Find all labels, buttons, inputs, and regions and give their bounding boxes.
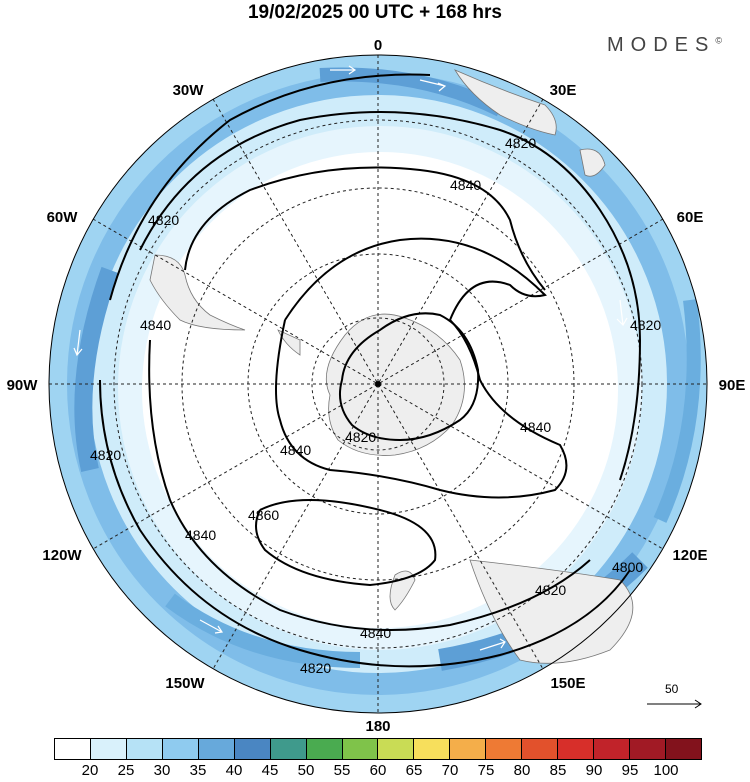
- colorbar-swatch: [414, 739, 451, 759]
- colorbar-label: 55: [333, 762, 351, 779]
- south-pole-marker: [375, 381, 381, 387]
- colorbar-label: 35: [189, 762, 207, 779]
- colorbar-swatch: [630, 739, 666, 759]
- colorbar-swatch: [198, 739, 235, 759]
- colorbar-swatch: [162, 739, 199, 759]
- reference-vector: 50: [645, 682, 705, 712]
- reference-vector-label: 50: [665, 682, 679, 696]
- contour-label: 4820: [535, 582, 566, 598]
- colorbar-label: 95: [621, 762, 639, 779]
- colorbar-label: 45: [261, 762, 279, 779]
- lon-label-30w: 30W: [173, 82, 205, 99]
- colorbar-swatch: [270, 739, 307, 759]
- colorbar-label: 60: [369, 762, 387, 779]
- colorbar: [54, 738, 702, 760]
- contour-label: 4820: [630, 317, 661, 333]
- brand-text: MODES: [607, 34, 716, 56]
- colorbar-label: 30: [153, 762, 171, 779]
- colorbar-swatch: [594, 739, 630, 759]
- lon-label-30e: 30E: [550, 82, 577, 99]
- contour-label: 4820: [148, 212, 179, 228]
- colorbar-swatch: [342, 739, 379, 759]
- contour-label: 4840: [360, 625, 391, 641]
- contour-labels: 4820 4820 4820 4820 4820 4820 4840 4840 …: [90, 135, 661, 676]
- colorbar-label: 80: [513, 762, 531, 779]
- colorbar-swatch: [126, 739, 163, 759]
- map-border: [48, 54, 708, 714]
- polar-stereographic-map: 4820 4820 4820 4820 4820 4820 4840 4840 …: [7, 37, 746, 735]
- colorbar-label: 100: [653, 762, 679, 779]
- contour-label: 4840: [185, 527, 216, 543]
- lon-label-0: 0: [374, 37, 382, 54]
- longitude-labels: 0 180 90W 90E 30W 30E 60W 60E 120W 120E …: [7, 37, 746, 735]
- colorbar-label: 75: [477, 762, 495, 779]
- colorbar-swatch: [522, 739, 559, 759]
- map-title: 19/02/2025 00 UTC + 168 hrs: [247, 2, 503, 23]
- colorbar-swatch: [234, 739, 271, 759]
- wind-vectors: [73, 65, 628, 651]
- colorbar-label: 90: [585, 762, 603, 779]
- contour-label: 4860: [248, 507, 279, 523]
- contour-label: 4820: [300, 660, 331, 676]
- contour-label: 4800: [612, 559, 643, 575]
- lon-label-120w: 120W: [42, 547, 82, 564]
- lon-label-150w: 150W: [165, 675, 205, 692]
- contour-label: 4840: [140, 317, 171, 333]
- lon-label-180: 180: [365, 718, 390, 735]
- colorbar-label: 85: [549, 762, 567, 779]
- copyright-mark: ©: [715, 35, 722, 46]
- lon-label-60w: 60W: [47, 209, 79, 226]
- colorbar-swatch: [378, 739, 415, 759]
- lon-label-90e: 90E: [719, 377, 746, 394]
- colorbar-swatch: [90, 739, 127, 759]
- lon-label-120e: 120E: [672, 547, 707, 564]
- colorbar-swatch: [306, 739, 343, 759]
- colorbar-label: 20: [81, 762, 99, 779]
- contour-label: 4840: [280, 442, 311, 458]
- colorbar-label: 65: [405, 762, 423, 779]
- colorbar-label: 50: [297, 762, 315, 779]
- contour-label: 4840: [520, 419, 551, 435]
- colorbar-labels: 20 25 30 35 40 45 50 55 60 65 70 75 80 85 90 95 100: [54, 762, 702, 782]
- brand-logo: MODES©: [607, 34, 722, 57]
- contour-label: 4820: [90, 447, 121, 463]
- colorbar-label: 40: [225, 762, 243, 779]
- contour-label: 4840: [450, 177, 481, 193]
- colorbar-swatch: [665, 739, 701, 759]
- contour-label: 4820: [345, 429, 376, 445]
- graticule: [49, 55, 707, 713]
- contour-label: 4820: [505, 135, 536, 151]
- lon-label-90w: 90W: [7, 377, 39, 394]
- colorbar-label: 25: [117, 762, 135, 779]
- land-masses: [149, 69, 634, 664]
- colorbar-swatch: [450, 739, 487, 759]
- colorbar-swatch: [486, 739, 523, 759]
- colorbar-label: 70: [441, 762, 459, 779]
- lon-label-60e: 60E: [677, 209, 704, 226]
- colorbar-swatch: [55, 739, 91, 759]
- height-contours: [99, 73, 642, 668]
- colorbar-swatch: [558, 739, 595, 759]
- lon-label-150e: 150E: [550, 675, 585, 692]
